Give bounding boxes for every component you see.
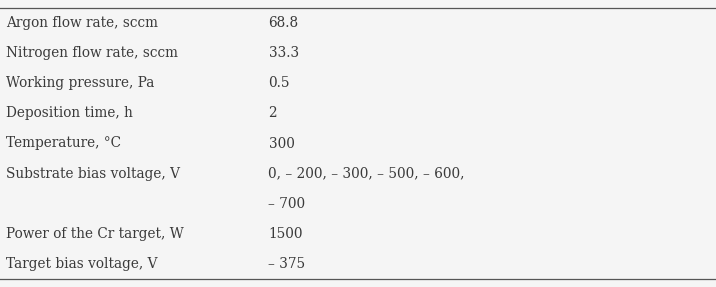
Text: Argon flow rate, sccm: Argon flow rate, sccm <box>6 16 158 30</box>
Text: 1500: 1500 <box>268 227 303 241</box>
Text: Deposition time, h: Deposition time, h <box>6 106 132 121</box>
Text: Substrate bias voltage, V: Substrate bias voltage, V <box>6 166 180 181</box>
Text: Working pressure, Pa: Working pressure, Pa <box>6 76 154 90</box>
Text: Power of the Cr target, W: Power of the Cr target, W <box>6 227 183 241</box>
Text: 2: 2 <box>268 106 277 121</box>
Text: 0, – 200, – 300, – 500, – 600,: 0, – 200, – 300, – 500, – 600, <box>268 166 465 181</box>
Text: – 700: – 700 <box>268 197 306 211</box>
Text: 68.8: 68.8 <box>268 16 299 30</box>
Text: Target bias voltage, V: Target bias voltage, V <box>6 257 158 271</box>
Text: 33.3: 33.3 <box>268 46 299 60</box>
Text: 300: 300 <box>268 137 294 150</box>
Text: 0.5: 0.5 <box>268 76 290 90</box>
Text: Nitrogen flow rate, sccm: Nitrogen flow rate, sccm <box>6 46 178 60</box>
Text: Temperature, °C: Temperature, °C <box>6 137 121 150</box>
Text: – 375: – 375 <box>268 257 306 271</box>
